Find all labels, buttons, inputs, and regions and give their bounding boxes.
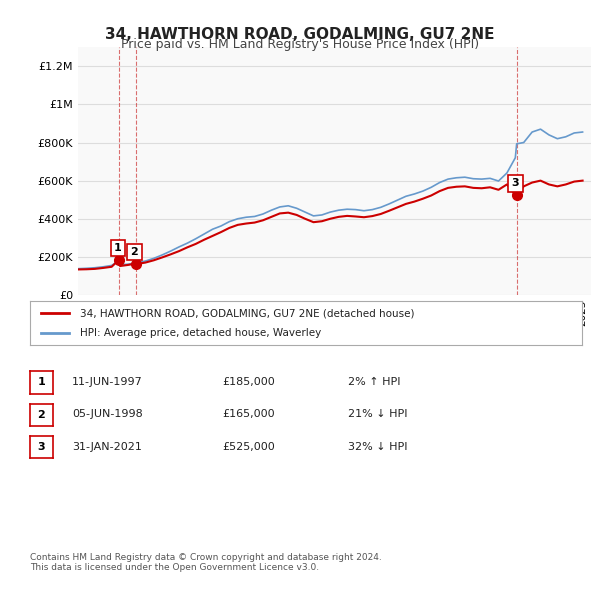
Text: 2: 2 — [130, 247, 138, 257]
Text: 3: 3 — [38, 442, 45, 452]
Text: 1: 1 — [114, 243, 122, 253]
Text: 3: 3 — [512, 178, 519, 188]
Text: HPI: Average price, detached house, Waverley: HPI: Average price, detached house, Wave… — [80, 328, 321, 337]
Text: Contains HM Land Registry data © Crown copyright and database right 2024.
This d: Contains HM Land Registry data © Crown c… — [30, 553, 382, 572]
Text: £185,000: £185,000 — [222, 377, 275, 386]
Text: 1: 1 — [38, 378, 45, 387]
Text: 32% ↓ HPI: 32% ↓ HPI — [348, 442, 407, 451]
Text: Price paid vs. HM Land Registry's House Price Index (HPI): Price paid vs. HM Land Registry's House … — [121, 38, 479, 51]
Text: £525,000: £525,000 — [222, 442, 275, 451]
Text: £165,000: £165,000 — [222, 409, 275, 419]
Text: 2% ↑ HPI: 2% ↑ HPI — [348, 377, 401, 386]
Text: 34, HAWTHORN ROAD, GODALMING, GU7 2NE: 34, HAWTHORN ROAD, GODALMING, GU7 2NE — [105, 27, 495, 41]
Text: 21% ↓ HPI: 21% ↓ HPI — [348, 409, 407, 419]
Text: 2: 2 — [38, 410, 45, 419]
Text: 34, HAWTHORN ROAD, GODALMING, GU7 2NE (detached house): 34, HAWTHORN ROAD, GODALMING, GU7 2NE (d… — [80, 309, 414, 318]
Text: 31-JAN-2021: 31-JAN-2021 — [72, 442, 142, 451]
Text: 05-JUN-1998: 05-JUN-1998 — [72, 409, 143, 419]
Text: 11-JUN-1997: 11-JUN-1997 — [72, 377, 143, 386]
